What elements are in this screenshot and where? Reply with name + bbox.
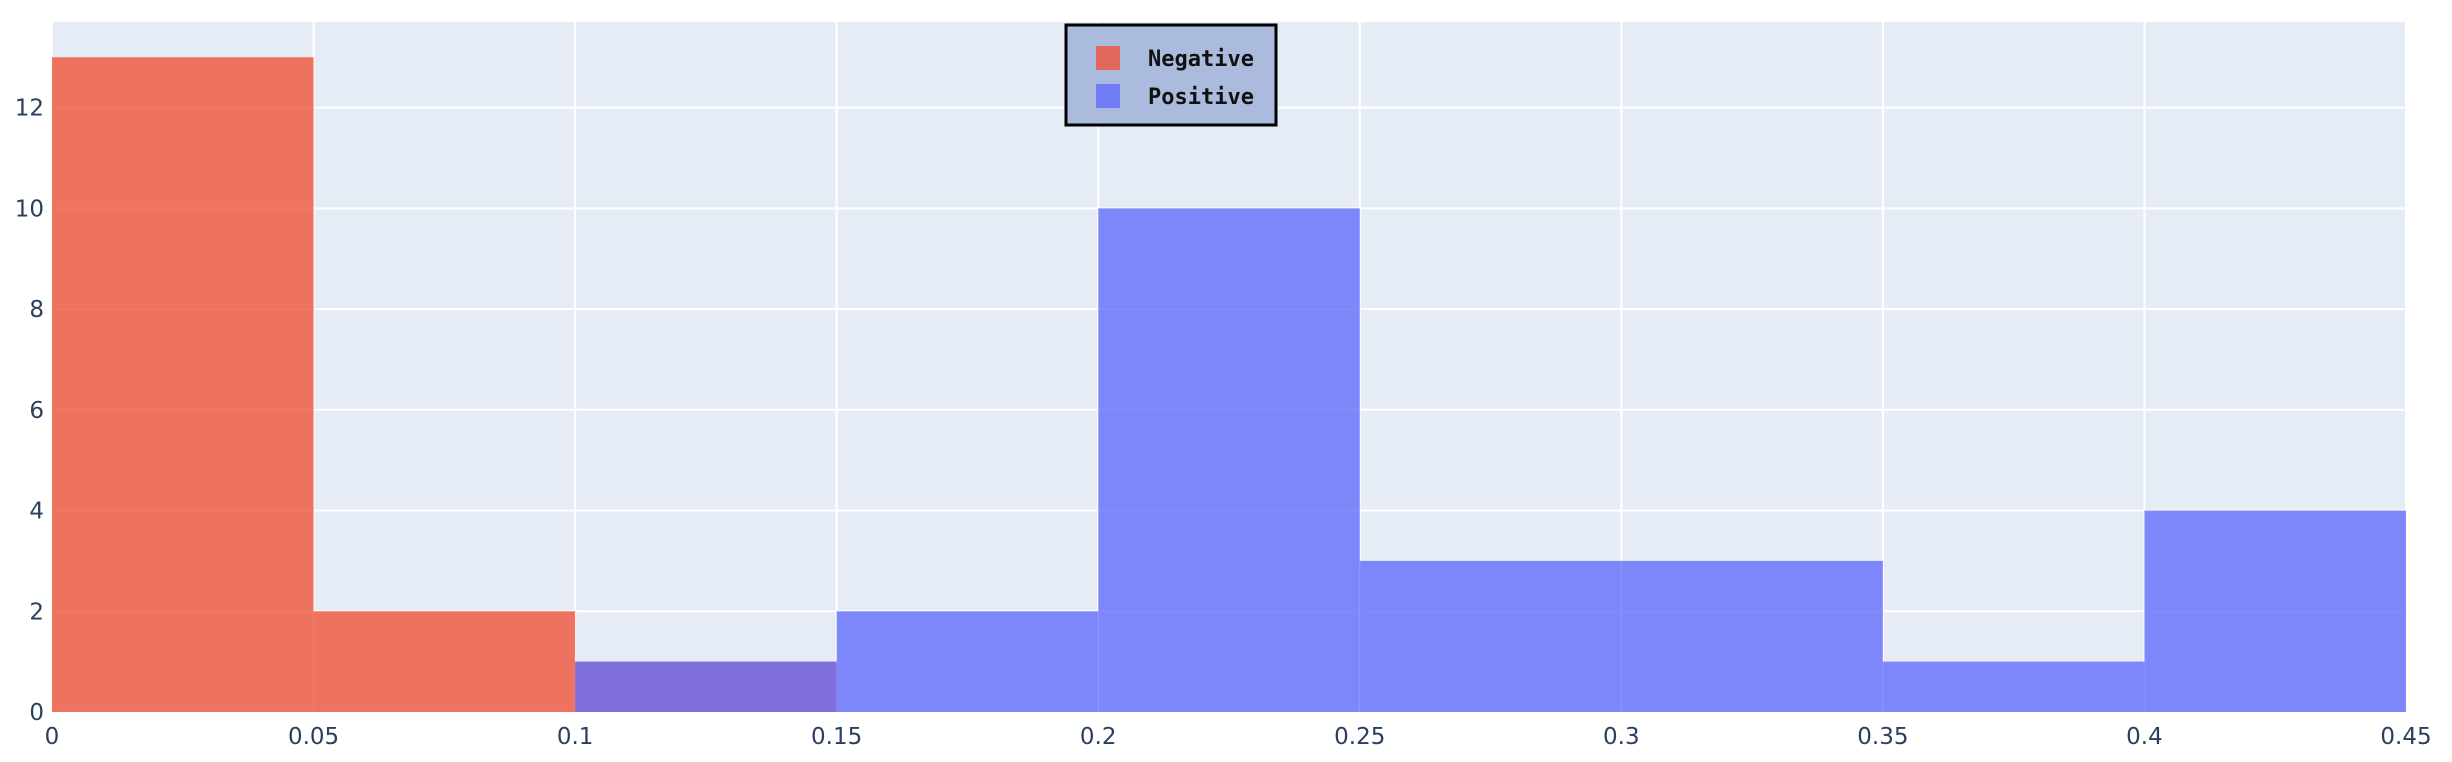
- bar-positive-4: [1098, 208, 1360, 712]
- bar-positive-2: [575, 661, 837, 712]
- legend-swatch-positive[interactable]: [1096, 84, 1120, 108]
- bar-positive-6: [1621, 560, 1883, 712]
- bar-positive-5: [1359, 560, 1622, 712]
- bar-positive-7: [1882, 661, 2145, 712]
- x-axis-ticks: 0 0.05 0.1 0.15 0.2 0.25 0.3 0.35 0.4 0.45: [45, 724, 2432, 750]
- y-tick-label-3: 6: [29, 398, 44, 424]
- legend-label-positive[interactable]: Positive: [1148, 85, 1254, 110]
- x-tick-label-2: 0.1: [557, 724, 594, 750]
- y-tick-label-5: 10: [15, 196, 44, 222]
- y-tick-label-1: 2: [29, 599, 44, 625]
- bar-negative-1: [313, 611, 576, 712]
- histogram-bars: [52, 57, 2406, 712]
- bar-positive-8: [2144, 510, 2406, 712]
- y-tick-label-6: 12: [15, 96, 44, 122]
- x-tick-label-4: 0.2: [1080, 724, 1117, 750]
- legend: Negative Positive: [1064, 23, 1278, 127]
- y-tick-label-0: 0: [29, 700, 44, 726]
- y-tick-label-4: 8: [29, 297, 44, 323]
- bar-negative-0: [52, 57, 314, 712]
- x-tick-label-7: 0.35: [1857, 724, 1908, 750]
- bar-positive-3: [836, 611, 1099, 712]
- x-tick-label-8: 0.4: [2126, 724, 2163, 750]
- y-axis-ticks: 0 2 4 6 8 10 12: [15, 96, 44, 726]
- legend-box: [1064, 23, 1278, 127]
- legend-label-negative[interactable]: Negative: [1148, 47, 1254, 72]
- x-tick-label-0: 0: [45, 724, 60, 750]
- x-tick-label-5: 0.25: [1334, 724, 1385, 750]
- y-tick-label-2: 4: [29, 499, 44, 525]
- legend-swatch-negative[interactable]: [1096, 46, 1120, 70]
- x-tick-label-3: 0.15: [811, 724, 862, 750]
- x-tick-label-9: 0.45: [2380, 724, 2431, 750]
- x-tick-label-1: 0.05: [288, 724, 339, 750]
- x-tick-label-6: 0.3: [1603, 724, 1640, 750]
